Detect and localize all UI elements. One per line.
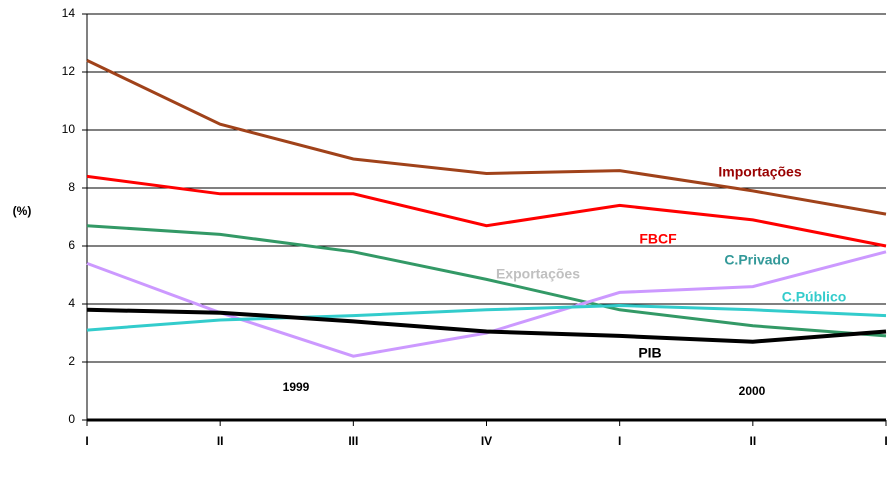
- y-axis-label: (%): [13, 204, 32, 218]
- series-label: C.Público: [782, 289, 847, 305]
- x-tick-label: II: [749, 434, 756, 448]
- y-tick-label: 8: [68, 180, 75, 194]
- y-tick-label: 12: [62, 64, 76, 78]
- series-line: [86, 59, 887, 216]
- series-line: [86, 303, 887, 332]
- y-tick-label: 0: [68, 412, 75, 426]
- y-tick-label: 6: [68, 238, 75, 252]
- y-tick-label: 14: [62, 6, 76, 20]
- series-line: [86, 174, 887, 248]
- series-line: [86, 307, 887, 344]
- x-tick-label: II: [217, 434, 224, 448]
- y-tick-label: 4: [68, 296, 75, 310]
- x-tick-label: I: [618, 434, 621, 448]
- series-label: Importações: [718, 164, 801, 180]
- series-label: FBCF: [639, 231, 677, 247]
- series-label: PIB: [638, 345, 661, 361]
- x-tick-label: IV: [481, 434, 492, 448]
- series-label: C.Privado: [724, 252, 789, 268]
- x-tick-label: I: [85, 434, 88, 448]
- year-label: 2000: [739, 384, 766, 398]
- series-label: Exportações: [496, 266, 580, 282]
- year-label: 1999: [283, 380, 310, 394]
- y-tick-label: 2: [68, 354, 75, 368]
- y-tick-label: 10: [62, 122, 76, 136]
- x-tick-label: I: [884, 434, 887, 448]
- x-tick-label: III: [348, 434, 358, 448]
- series-line: [86, 224, 887, 338]
